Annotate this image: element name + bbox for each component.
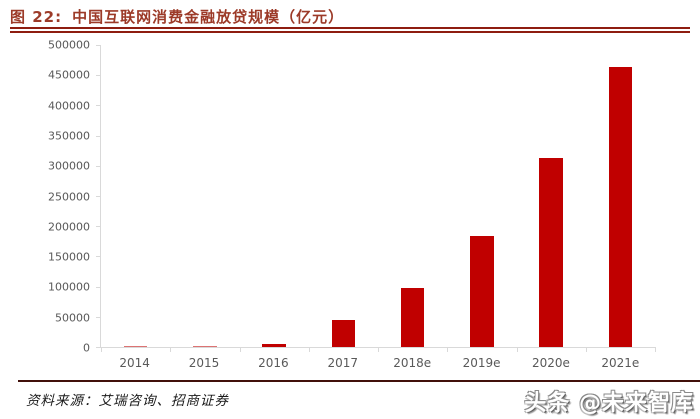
figure-caption: 图 22: 中国互联网消费金融放贷规模（亿元） xyxy=(10,6,690,27)
bar-column-2019e xyxy=(447,45,516,347)
y-axis-tick xyxy=(96,135,101,137)
bar-2015 xyxy=(193,346,217,347)
y-axis-tick xyxy=(96,75,101,77)
bar-column-2018e xyxy=(378,45,447,347)
y-tick-label: 150000 xyxy=(48,250,90,264)
bar-column-2016 xyxy=(240,45,309,347)
y-tick-label: 100000 xyxy=(48,280,90,294)
bar-column-2017 xyxy=(309,45,378,347)
plot-area xyxy=(96,45,656,352)
bar-column-2021e xyxy=(586,45,655,347)
bar-2021e xyxy=(608,66,633,347)
x-axis-tick xyxy=(239,347,241,352)
x-axis-tick xyxy=(308,347,310,352)
y-tick-label: 250000 xyxy=(48,190,90,203)
bar-2016 xyxy=(262,344,286,347)
y-axis-tick xyxy=(96,316,101,318)
y-tick-label: 400000 xyxy=(48,99,90,113)
x-tick-label: 2014 xyxy=(119,356,150,370)
y-tick-label: 500000 xyxy=(48,38,90,52)
x-axis-tick xyxy=(447,347,449,352)
x-tick-label: 2015 xyxy=(188,356,220,370)
x-axis-labels: 2014 2015 2016 2017 2018e 2019e 2020e 2021e xyxy=(100,350,655,370)
footer: 资料来源：艾瑞咨询、招商证券 头条 @未来智库 xyxy=(18,380,700,419)
y-axis-tick xyxy=(96,256,101,258)
bar-chart: 0 50000 100000 150000 200000 250000 300000 3500… xyxy=(0,39,700,370)
y-tick-label: 350000 xyxy=(48,129,90,143)
bar-2019e xyxy=(470,235,494,347)
x-axis-tick xyxy=(516,347,518,352)
x-axis-tick xyxy=(101,347,102,352)
y-tick-label: 50000 xyxy=(55,311,90,325)
figure-title: 中国互联网消费金融放贷规模（亿元） xyxy=(72,8,345,26)
y-axis-tick xyxy=(96,286,101,288)
x-tick-label: 2019e xyxy=(462,356,501,370)
x-axis-tick xyxy=(585,347,587,352)
x-tick-label: 2020e xyxy=(531,356,570,370)
x-axis-tick xyxy=(170,347,172,352)
y-tick-label: 300000 xyxy=(48,159,90,173)
x-axis-tick xyxy=(655,347,656,352)
bar-2014 xyxy=(123,346,148,347)
y-axis-tick xyxy=(96,45,101,46)
x-tick-label: 2021e xyxy=(601,356,640,370)
bar-2018e xyxy=(400,287,425,347)
y-axis-tick xyxy=(96,196,101,197)
y-axis-tick xyxy=(96,165,101,167)
y-axis-tick xyxy=(96,226,101,228)
y-tick-label: 450000 xyxy=(48,68,90,82)
figure-number: 图 22: xyxy=(10,8,63,26)
data-source-note: 资料来源：艾瑞咨询、招商证券 xyxy=(26,393,229,409)
x-tick-label: 2018e xyxy=(393,356,432,370)
y-axis-tick xyxy=(96,347,101,348)
caption-divider xyxy=(10,27,690,33)
watermark: 头条 @未来智库 xyxy=(524,391,694,416)
x-tick-label: 2017 xyxy=(327,356,359,370)
bar-2017 xyxy=(331,320,356,347)
bar-series xyxy=(101,45,655,347)
y-axis-tick xyxy=(96,105,101,107)
y-axis-labels: 0 50000 100000 150000 200000 250000 300000 3500… xyxy=(0,39,94,355)
y-tick-label: 200000 xyxy=(48,220,90,234)
bar-column-2015 xyxy=(170,45,239,347)
y-tick-label: 0 xyxy=(83,341,90,355)
bar-2020e xyxy=(539,157,563,347)
bar-column-2020e xyxy=(517,45,586,347)
x-axis-tick xyxy=(378,347,379,352)
bar-column-2014 xyxy=(101,45,170,347)
x-tick-label: 2016 xyxy=(258,356,289,370)
